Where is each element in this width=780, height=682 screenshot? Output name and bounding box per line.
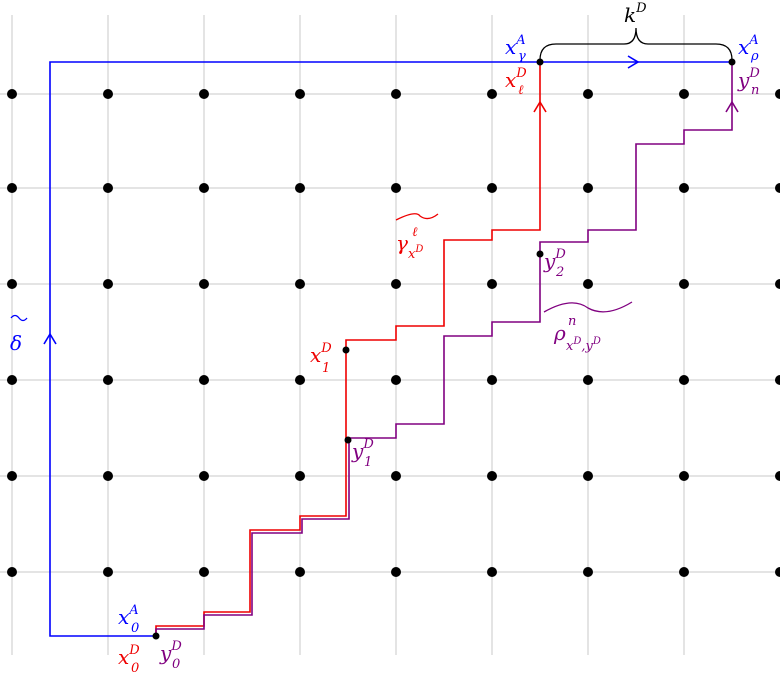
gamma-tilde-icon <box>395 213 439 221</box>
lattice-dot <box>295 183 305 193</box>
point-x1 <box>342 346 350 354</box>
lattice-dot <box>583 279 593 289</box>
point-x0 <box>152 632 160 640</box>
label-y-n-D: yD n <box>737 66 760 98</box>
label-y-0-D: yD 0 <box>159 639 182 672</box>
lattice-dot <box>7 89 17 99</box>
lattice-dot <box>103 183 113 193</box>
label-x-gamma-A: xA γ <box>505 33 526 64</box>
lattice-dot <box>679 471 689 481</box>
delta-up-arrow-icon <box>43 332 57 345</box>
lattice-dot <box>7 567 17 577</box>
lattice-dot <box>103 279 113 289</box>
lattice-dot <box>295 375 305 385</box>
delta-right-arrow-icon <box>627 55 640 69</box>
lattice-dot <box>775 567 780 577</box>
lattice-dot <box>583 89 593 99</box>
lattice-dot <box>199 279 209 289</box>
lattice-dot <box>583 183 593 193</box>
lattice-dot <box>775 279 780 289</box>
label-x-0-A: xA 0 <box>118 603 139 636</box>
lattice-dot <box>391 183 401 193</box>
lattice-dot <box>679 375 689 385</box>
lattice-dot <box>775 375 780 385</box>
lattice-dot <box>391 89 401 99</box>
lattice-dot <box>7 375 17 385</box>
point-y2 <box>536 250 544 258</box>
lattice-dot <box>775 183 780 193</box>
rho-tilde-icon <box>543 301 633 313</box>
label-x-0-D: xD 0 <box>118 643 140 676</box>
lattice-dot <box>199 375 209 385</box>
lattice-dot <box>391 375 401 385</box>
lattice-dot <box>103 471 113 481</box>
lattice-dot <box>775 471 780 481</box>
lattice-dot <box>487 183 497 193</box>
lattice-dot <box>391 279 401 289</box>
lattice-dot <box>679 279 689 289</box>
label-gamma-tilde: γ ℓ xD <box>396 225 423 262</box>
lattice-dot <box>7 471 17 481</box>
rho-up-arrow-icon <box>725 100 739 113</box>
lattice-dot <box>295 279 305 289</box>
lattice-dot <box>199 567 209 577</box>
lattice-dot <box>295 471 305 481</box>
lattice-dot <box>103 375 113 385</box>
point-y1 <box>344 436 352 444</box>
marked-points <box>152 58 736 640</box>
brace-icon <box>539 27 733 61</box>
gamma-up-arrow-icon <box>533 100 547 113</box>
lattice-dot <box>487 279 497 289</box>
lattice-dots <box>7 89 780 577</box>
label-x-ell-D: xD ℓ <box>505 66 527 98</box>
point-x-gamma <box>536 58 544 66</box>
label-delta-tilde: δ <box>10 331 22 355</box>
lattice-dot <box>199 89 209 99</box>
lattice-dot <box>199 471 209 481</box>
lattice-dot <box>295 89 305 99</box>
rho-path <box>155 62 733 638</box>
delta-path <box>49 61 732 637</box>
lattice-dot <box>487 567 497 577</box>
lattice-dot <box>295 567 305 577</box>
lattice-dot <box>103 89 113 99</box>
lattice-dot <box>103 567 113 577</box>
lattice-dot <box>487 375 497 385</box>
lattice-dot <box>583 375 593 385</box>
lattice-dot <box>487 89 497 99</box>
lattice-dot <box>679 183 689 193</box>
lattice-dot <box>7 279 17 289</box>
lattice-dot <box>679 567 689 577</box>
lattice-dot <box>391 471 401 481</box>
lattice-dot <box>583 567 593 577</box>
label-x-1-D: xD 1 <box>310 341 332 376</box>
label-y-1-D: yD 1 <box>351 437 374 470</box>
point-x-rho <box>728 58 736 66</box>
lattice-dot <box>199 183 209 193</box>
delta-tilde-icon <box>10 314 28 322</box>
lattice-dot <box>7 183 17 193</box>
grid-lines <box>0 15 780 655</box>
label-x-rho-A: xA ρ <box>738 33 759 64</box>
label-k-D: kD <box>624 1 647 27</box>
lattice-dot <box>583 471 593 481</box>
label-y-2-D: yD 2 <box>543 247 566 280</box>
lattice-dot <box>487 471 497 481</box>
lattice-dot <box>679 89 689 99</box>
lattice-dot <box>775 89 780 99</box>
label-rho-tilde: ρ n xD,yD <box>553 314 601 354</box>
lattice-dot <box>391 567 401 577</box>
